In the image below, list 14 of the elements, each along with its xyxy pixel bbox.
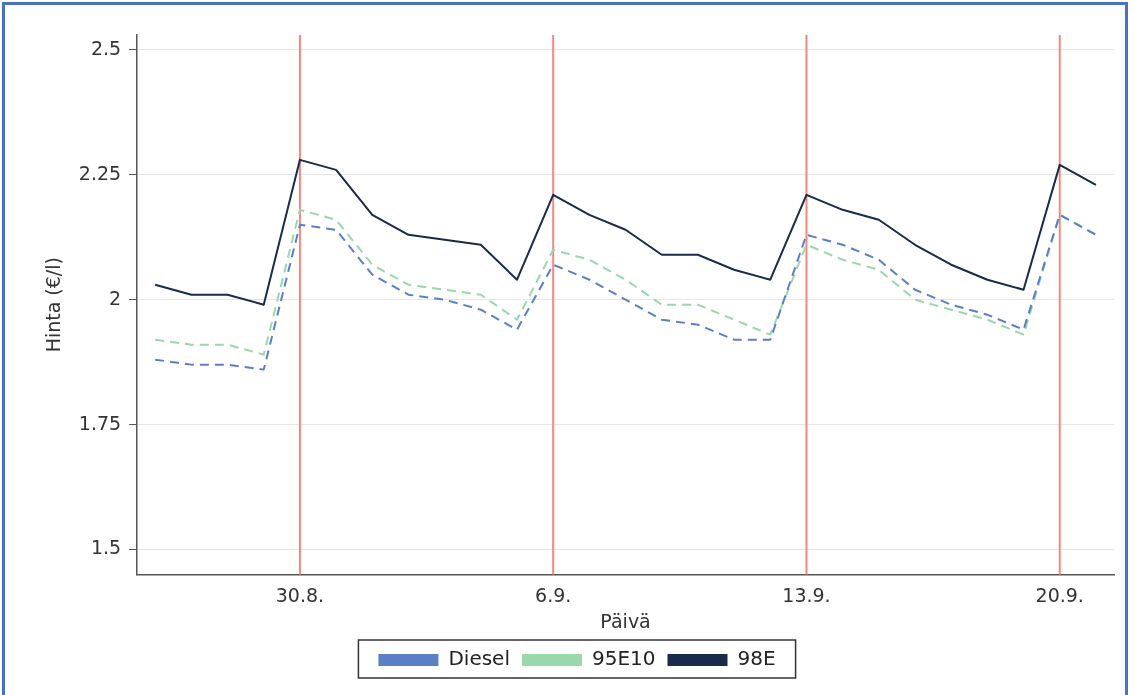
x-tick-label: 30.8. (275, 583, 325, 606)
legend-label: Diesel (448, 646, 510, 671)
x-axis-title: Päivä (600, 609, 651, 632)
y-tick-label: 1.75 (78, 411, 122, 434)
y-tick-label: 2 (109, 286, 122, 309)
legend-label: 98E (737, 646, 776, 671)
y-tick-label: 2.25 (78, 161, 122, 184)
x-tick-label: 6.9. (535, 583, 572, 606)
y-tick-label: 2.5 (90, 36, 122, 59)
y-tick-label: 1.5 (90, 536, 122, 559)
x-tick-label: 13.9. (782, 583, 831, 606)
legend-label: 95E10 (591, 646, 656, 671)
x-tick-label: 20.9. (1035, 583, 1084, 606)
y-axis-title: Hinta (€/l) (42, 257, 65, 353)
